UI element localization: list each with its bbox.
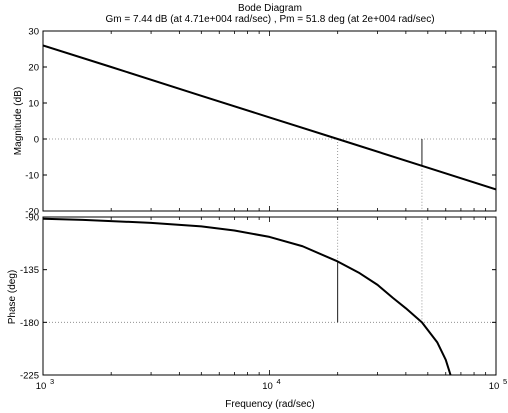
magnitude-y-tick-label: 30 <box>28 27 39 38</box>
x-tick-label-2: 10 <box>489 381 500 392</box>
phase-y-tick-label: -90 <box>25 213 39 224</box>
x-tick-label-0: 10 <box>36 381 47 392</box>
magnitude-y-tick-label: 0 <box>34 135 39 146</box>
phase-series-line-0 <box>43 217 452 375</box>
x-axis-ticks: 10 3 10 4 10 5 <box>36 377 507 392</box>
chart-title: Bode Diagram <box>238 3 302 14</box>
magnitude-y-tick-label: 20 <box>28 63 39 74</box>
magnitude-axis-label: Magnitude (dB) <box>13 87 24 155</box>
phase-panel: -90 -135 -180 -225 <box>20 213 497 382</box>
phase-plot-area <box>43 217 496 375</box>
x-tick-label-1: 10 <box>262 381 273 392</box>
magnitude-series-line-0 <box>43 44 496 191</box>
magnitude-y-tick-label: -20 <box>25 207 39 218</box>
magnitude-panel: 30 20 10 0 -10 -20 <box>25 27 497 218</box>
phase-y-tick-label: -225 <box>20 371 39 382</box>
magnitude-y-tick-label: -10 <box>25 171 39 182</box>
phase-y-tick-label: -180 <box>20 318 39 329</box>
x-tick-exponent-0: 3 <box>50 377 54 386</box>
x-tick-exponent-2: 5 <box>503 377 507 386</box>
x-tick-exponent-1: 4 <box>277 377 281 386</box>
magnitude-y-tick-label: 10 <box>28 99 39 110</box>
frequency-axis-label: Frequency (rad/sec) <box>225 399 314 410</box>
chart-subtitle: Gm = 7.44 dB (at 4.71e+004 rad/sec) , Pm… <box>105 14 434 25</box>
phase-y-tick-label: -135 <box>20 265 39 276</box>
phase-axis-label: Phase (deg) <box>7 270 18 324</box>
magnitude-plot-area <box>43 31 496 211</box>
